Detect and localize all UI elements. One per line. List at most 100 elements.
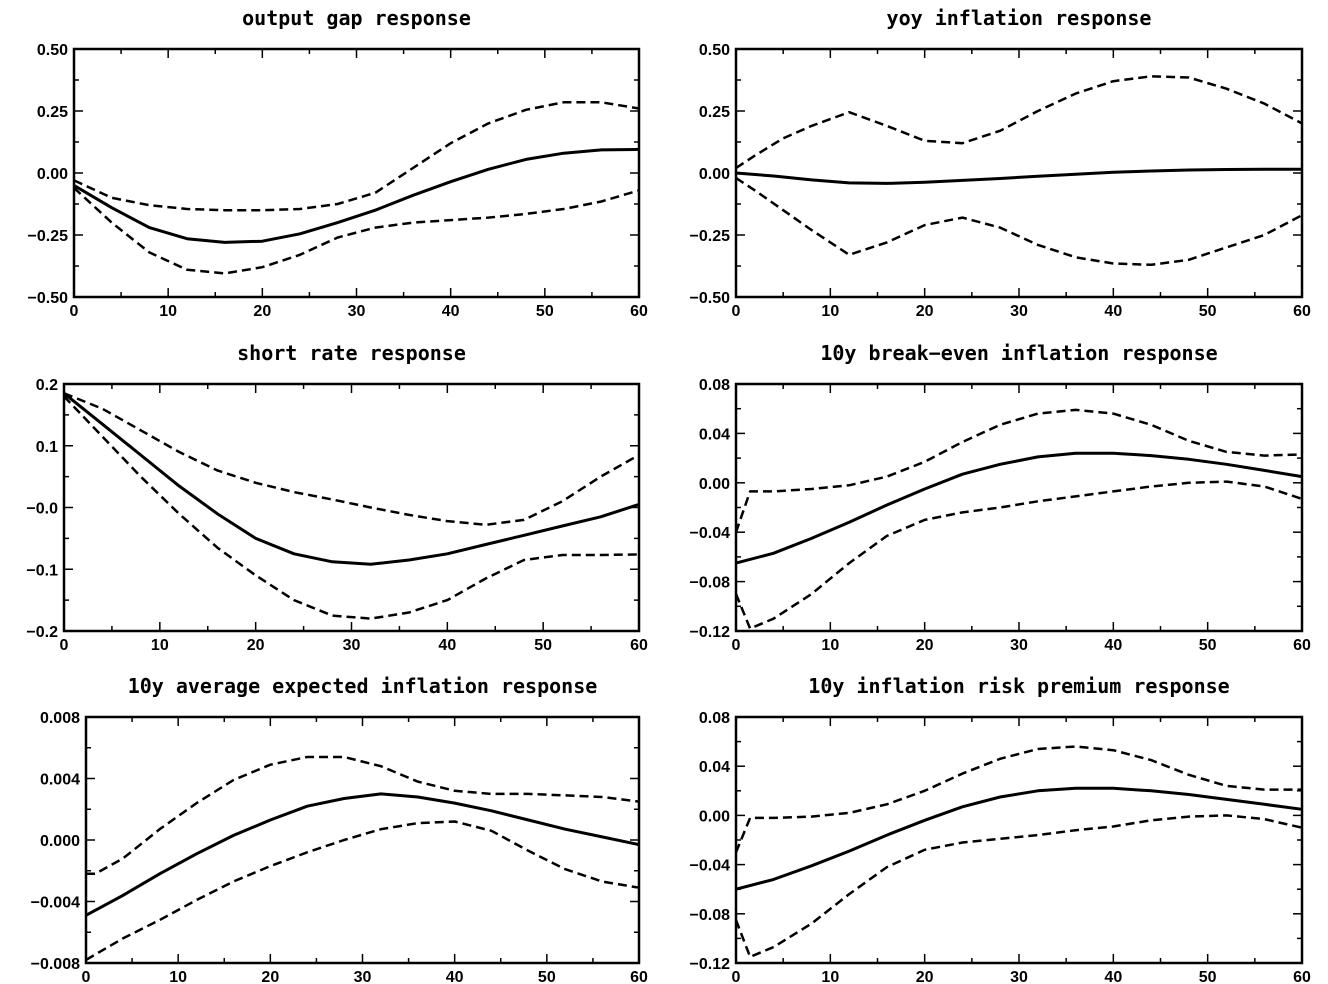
- panel-title: 10y break−even inflation response: [820, 341, 1217, 365]
- y-tick-label: −0.0: [26, 501, 58, 518]
- plot-frame: [734, 47, 1304, 299]
- x-tick-label: 10: [159, 303, 177, 320]
- y-tick-label: 0.50: [37, 42, 68, 59]
- y-tick-label: −0.50: [690, 290, 731, 307]
- y-tick-label: 0.008: [40, 710, 80, 727]
- panel-title: 10y average expected inflation response: [128, 674, 598, 698]
- x-tick-label: 10: [821, 969, 839, 984]
- x-tick-label: 0: [60, 637, 69, 654]
- x-tick-label: 20: [261, 969, 279, 984]
- upper-band-line: [86, 755, 640, 876]
- y-tick-label: −0.08: [690, 575, 731, 592]
- y-tick-label: 0.08: [699, 377, 730, 394]
- x-tick-label: 60: [630, 637, 648, 654]
- response-line: [85, 792, 640, 917]
- x-tick-label: 20: [916, 637, 934, 654]
- x-tick-label: 50: [536, 303, 554, 320]
- x-tick-label: 60: [1293, 637, 1311, 654]
- x-tick-label: 40: [446, 969, 464, 984]
- x-tick-label: 60: [1293, 303, 1311, 320]
- upper-band-line: [734, 745, 1302, 853]
- plot-frame: [734, 382, 1304, 633]
- y-tick-label: 0.00: [699, 808, 730, 825]
- y-tick-label: 0.00: [699, 476, 730, 493]
- y-tick-label: −0.04: [690, 858, 731, 875]
- y-tick-label: 0.00: [37, 166, 68, 183]
- response-line: [63, 392, 640, 566]
- x-tick-label: 10: [151, 637, 169, 654]
- y-tick-label: −0.12: [690, 956, 731, 973]
- y-tick-label: 0.004: [40, 772, 80, 789]
- x-tick-label: 40: [1104, 969, 1122, 984]
- y-tick-label: 0.1: [36, 439, 58, 456]
- x-tick-label: 30: [348, 303, 366, 320]
- x-tick-label: 60: [630, 969, 648, 984]
- y-tick-label: −0.50: [28, 290, 69, 307]
- panel-title: 10y inflation risk premium response: [808, 674, 1229, 698]
- response-line: [735, 451, 1303, 565]
- upper-band-line: [73, 101, 640, 212]
- panel-title: yoy inflation response: [887, 6, 1152, 30]
- x-tick-label: 0: [732, 303, 741, 320]
- x-tick-label: 40: [1104, 637, 1122, 654]
- plot-frame: [84, 715, 641, 965]
- x-tick-label: 60: [1293, 969, 1311, 984]
- plot-frame: [62, 382, 641, 633]
- upper-band-line: [734, 408, 1303, 533]
- x-tick-label: 30: [1010, 637, 1028, 654]
- y-tick-label: 0.08: [699, 710, 730, 727]
- plot-frame: [72, 47, 641, 299]
- x-tick-label: 50: [534, 637, 552, 654]
- y-tick-label: −0.004: [31, 895, 80, 912]
- lower-band-line: [73, 186, 640, 275]
- response-line: [735, 786, 1303, 891]
- upper-band-line: [735, 75, 1303, 170]
- x-tick-label: 10: [821, 637, 839, 654]
- lower-band-line: [735, 176, 1303, 267]
- y-tick-label: −0.25: [690, 228, 731, 245]
- x-tick-label: 0: [732, 969, 741, 984]
- x-tick-label: 0: [70, 303, 79, 320]
- upper-band-line: [63, 392, 640, 527]
- y-tick-label: 0.04: [699, 426, 730, 443]
- x-tick-label: 20: [916, 969, 934, 984]
- lower-band-line: [63, 395, 640, 620]
- x-tick-label: 50: [1199, 969, 1217, 984]
- y-tick-label: 0.000: [40, 833, 80, 850]
- panel-4: 10y break−even inflation response 0 10 20 30…: [690, 341, 1311, 654]
- x-tick-label: 10: [821, 303, 839, 320]
- panel-title: short rate response: [237, 341, 466, 365]
- panel-2: yoy inflation response 0 10 20 30 40 50 60 −0.50…: [690, 6, 1311, 320]
- y-tick-label: 0.2: [36, 377, 58, 394]
- y-tick-label: −0.04: [690, 525, 731, 542]
- y-tick-label: 0.25: [37, 104, 68, 121]
- lower-band-line: [85, 820, 640, 961]
- x-tick-label: 50: [538, 969, 556, 984]
- x-tick-label: 20: [247, 637, 265, 654]
- x-tick-label: 20: [916, 303, 934, 320]
- x-tick-label: 0: [732, 637, 741, 654]
- lower-band-line: [734, 814, 1303, 959]
- x-tick-label: 0: [82, 969, 91, 984]
- y-tick-label: −0.25: [28, 228, 69, 245]
- panel-1: output gap response 0 10 20 30 40 50 60 −0.50 −0.…: [28, 6, 648, 320]
- y-tick-label: −0.008: [31, 956, 80, 973]
- y-tick-label: 0.50: [699, 42, 730, 59]
- y-tick-label: −0.1: [26, 562, 58, 579]
- x-tick-label: 30: [354, 969, 372, 984]
- x-tick-label: 60: [630, 303, 648, 320]
- lower-band-line: [734, 480, 1303, 630]
- x-tick-label: 50: [1199, 303, 1217, 320]
- x-tick-label: 30: [1010, 969, 1028, 984]
- panel-5: 10y average expected inflation response 0…: [31, 674, 648, 984]
- panel-title: output gap response: [242, 6, 471, 30]
- x-tick-label: 30: [1010, 303, 1028, 320]
- y-tick-label: 0.00: [699, 166, 730, 183]
- x-tick-label: 40: [442, 303, 460, 320]
- y-tick-label: 0.04: [699, 759, 730, 776]
- panel-6: 10y inflation risk premium response 0 10 20…: [690, 674, 1311, 984]
- y-tick-label: 0.25: [699, 104, 730, 121]
- y-tick-label: −0.08: [690, 907, 731, 924]
- x-tick-label: 50: [1199, 637, 1217, 654]
